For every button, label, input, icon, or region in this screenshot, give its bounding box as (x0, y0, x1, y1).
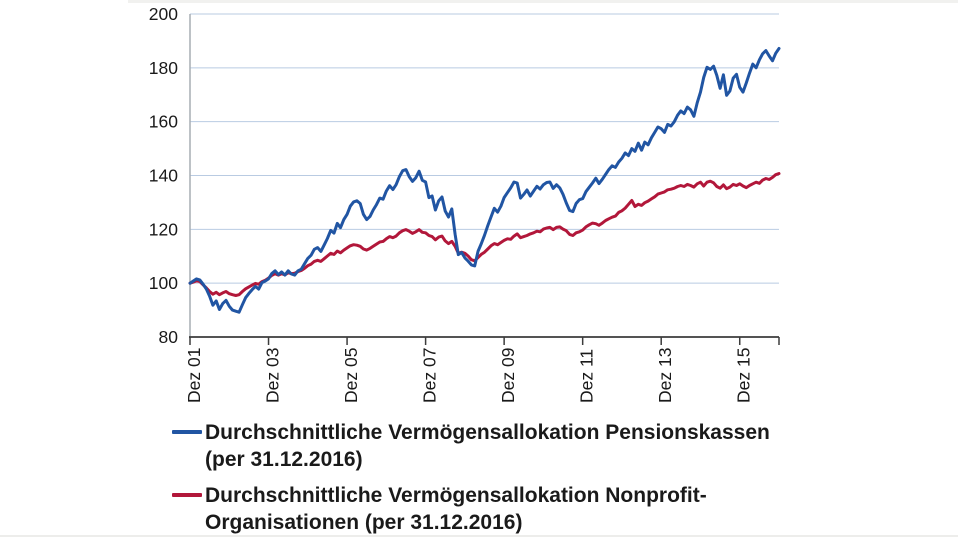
legend-label-date: Organisationen (per 31.12.2016) (205, 511, 523, 534)
y-axis-label: 80 (159, 327, 179, 347)
x-axis-label: Dez 11 (577, 349, 597, 403)
legend-label-date: (per 31.12.2016) (205, 448, 363, 471)
page-bottom-edge (0, 535, 958, 537)
y-axis-label: 160 (149, 112, 178, 132)
legend-item-nonprofit: Durchschnittliche Vermögensallokation No… (205, 482, 707, 536)
legend-item-pensionskassen: Durchschnittliche Vermögensallokation Pe… (205, 419, 770, 473)
legend-label: Durchschnittliche Vermögensallokation Pe… (205, 421, 770, 444)
x-axis-label: Dez 03 (263, 348, 283, 403)
x-axis-label: Dez 15 (734, 348, 754, 403)
y-axis-label: 100 (149, 273, 178, 293)
legend-swatch-pensionskassen (172, 430, 202, 434)
page-top-edge (128, 0, 958, 3)
y-axis-label: 180 (149, 58, 178, 78)
y-axis-label: 140 (149, 166, 178, 186)
series-line-pensionskassen (188, 47, 781, 314)
legend-label: Durchschnittliche Vermögensallokation No… (205, 484, 707, 507)
y-axis-label: 200 (149, 4, 178, 24)
x-axis-label: Dez 13 (655, 348, 675, 403)
legend-swatch-nonprofit (172, 493, 202, 497)
x-axis-label: Dez 05 (341, 348, 361, 403)
x-axis-label: Dez 01 (184, 348, 204, 403)
line-chart: 80 100 120 140 160 180 200 Dez 01 Dez 03 Dez 05 De… (149, 4, 781, 403)
x-axis-label: Dez 07 (420, 348, 440, 403)
x-axis-label: Dez 09 (498, 348, 518, 403)
y-axis-label: 120 (149, 219, 178, 239)
